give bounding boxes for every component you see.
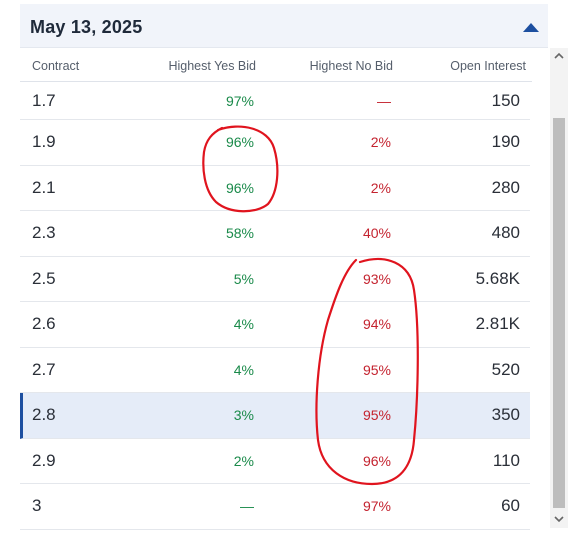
table-row[interactable]: 2.5 5% 93% 5.68K <box>20 257 530 302</box>
open-interest: 480 <box>491 223 520 243</box>
yes-bid[interactable]: 97% <box>225 92 254 109</box>
no-bid[interactable]: 2% <box>370 179 391 196</box>
table-row[interactable]: 2.9 2% 96% 110 <box>20 439 530 484</box>
table-row[interactable]: 3 — 97% 60 <box>20 484 530 530</box>
no-bid[interactable]: 94% <box>362 316 391 333</box>
yes-bid[interactable]: 58% <box>225 225 254 242</box>
open-interest: 190 <box>491 132 520 152</box>
open-interest: 280 <box>491 177 520 197</box>
no-bid[interactable]: 95% <box>362 361 391 378</box>
open-interest: 2.81K <box>475 314 520 334</box>
scrollbar[interactable] <box>550 48 568 528</box>
table-row-selected[interactable]: 2.8 3% 95% 350 <box>20 393 530 439</box>
table-row[interactable]: 2.1 96% 2% 280 <box>20 166 530 211</box>
col-contract: Contract <box>32 59 80 73</box>
table-row[interactable]: 2.6 4% 94% 2.81K <box>20 302 530 348</box>
table-row[interactable]: 2.7 4% 95% 520 <box>20 348 530 393</box>
no-bid[interactable]: 93% <box>362 270 391 287</box>
no-bid[interactable]: 2% <box>370 134 391 151</box>
table-row[interactable]: 1.7 97% — 150 <box>20 82 530 120</box>
col-yes: Highest Yes Bid <box>168 59 256 73</box>
date-title: May 13, 2025 <box>30 17 143 37</box>
contract-value: 2.7 <box>32 359 56 379</box>
contract-value: 2.1 <box>32 177 56 197</box>
open-interest: 520 <box>491 359 520 379</box>
chevron-up-icon[interactable] <box>553 50 565 62</box>
date-header[interactable]: May 13, 2025 <box>20 4 548 48</box>
no-bid[interactable]: 96% <box>362 452 391 469</box>
yes-bid[interactable]: 96% <box>225 179 254 196</box>
scroll-thumb[interactable] <box>553 118 565 508</box>
contract-value: 2.8 <box>32 405 56 425</box>
no-bid[interactable]: 97% <box>362 498 391 515</box>
no-bid[interactable]: — <box>377 92 391 109</box>
open-interest: 150 <box>491 90 520 110</box>
yes-bid[interactable]: 96% <box>225 134 254 151</box>
contract-value: 1.9 <box>32 132 56 152</box>
yes-bid[interactable]: 3% <box>233 407 254 424</box>
contract-value: 2.9 <box>32 450 56 470</box>
contract-value: 1.7 <box>32 90 56 110</box>
contract-table: 1.7 97% — 150 1.9 96% 2% 190 2.1 96% 2% … <box>20 82 530 530</box>
triangle-up-icon[interactable] <box>520 18 542 36</box>
no-bid[interactable]: 40% <box>362 225 391 242</box>
open-interest: 110 <box>492 450 520 470</box>
contract-value: 2.6 <box>32 314 56 334</box>
yes-bid[interactable]: 4% <box>233 316 254 333</box>
no-bid[interactable]: 95% <box>362 407 391 424</box>
table-row[interactable]: 2.3 58% 40% 480 <box>20 211 530 257</box>
yes-bid[interactable]: — <box>240 498 254 515</box>
open-interest: 350 <box>491 405 520 425</box>
yes-bid[interactable]: 4% <box>233 361 254 378</box>
contract-value: 2.5 <box>32 268 56 288</box>
market-panel: May 13, 2025 Contract Highest Yes Bid Hi… <box>20 0 568 536</box>
table-row[interactable]: 1.9 96% 2% 190 <box>20 120 530 166</box>
chevron-down-icon[interactable] <box>553 513 565 525</box>
contract-value: 2.3 <box>32 223 56 243</box>
open-interest: 60 <box>501 496 520 516</box>
open-interest: 5.68K <box>475 268 520 288</box>
column-headers: Contract Highest Yes Bid Highest No Bid … <box>20 48 532 82</box>
yes-bid[interactable]: 5% <box>233 270 254 287</box>
col-oi: Open Interest <box>450 59 526 73</box>
contract-value: 3 <box>32 496 42 516</box>
yes-bid[interactable]: 2% <box>233 452 254 469</box>
col-no: Highest No Bid <box>309 59 393 73</box>
